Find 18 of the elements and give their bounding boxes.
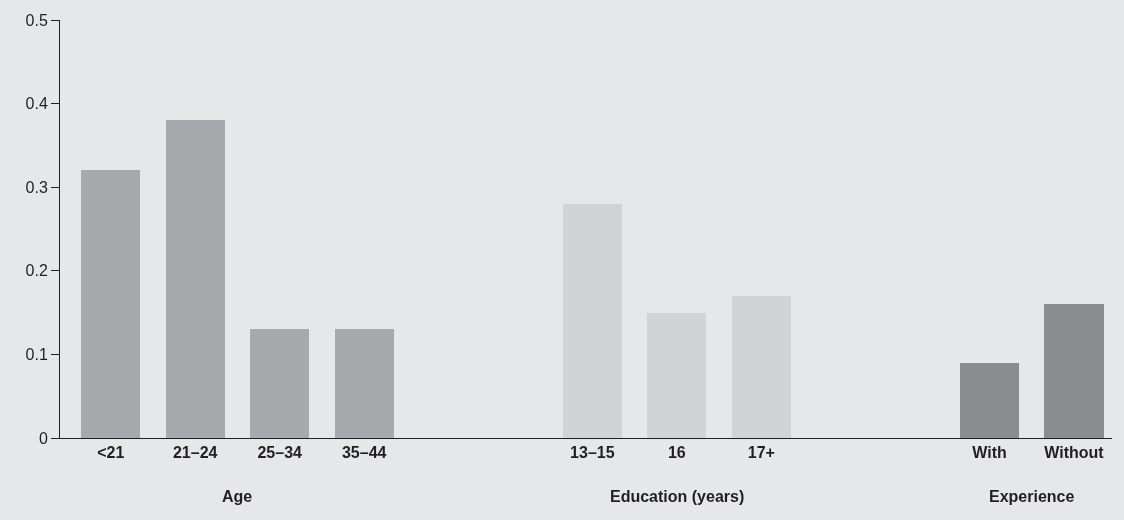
x-tick-label: 13–15 — [570, 444, 615, 462]
x-tick-label: With — [972, 444, 1007, 462]
x-tick-label: 35–44 — [341, 444, 387, 462]
y-tick-label: 0 — [38, 429, 48, 447]
y-tick-label: 0.4 — [25, 95, 48, 113]
x-tick-label: <21 — [97, 444, 125, 462]
text: Age — [222, 488, 253, 505]
x-tick-label: 25–34 — [257, 444, 303, 462]
y-tick-label: 0.3 — [25, 178, 48, 196]
y-tick-label: 0.2 — [25, 262, 48, 280]
x-tick-label: 17+ — [747, 444, 775, 462]
y-tick-label: 0.5 — [25, 11, 48, 29]
x-tick-label: 21–24 — [172, 444, 218, 462]
text: Experience — [989, 488, 1075, 505]
y-tick-label: 0.1 — [25, 346, 48, 363]
x-tick-label: Without — [1044, 444, 1105, 462]
x-tick-label: 16 — [667, 444, 686, 462]
text: Education (years) — [610, 488, 745, 505]
